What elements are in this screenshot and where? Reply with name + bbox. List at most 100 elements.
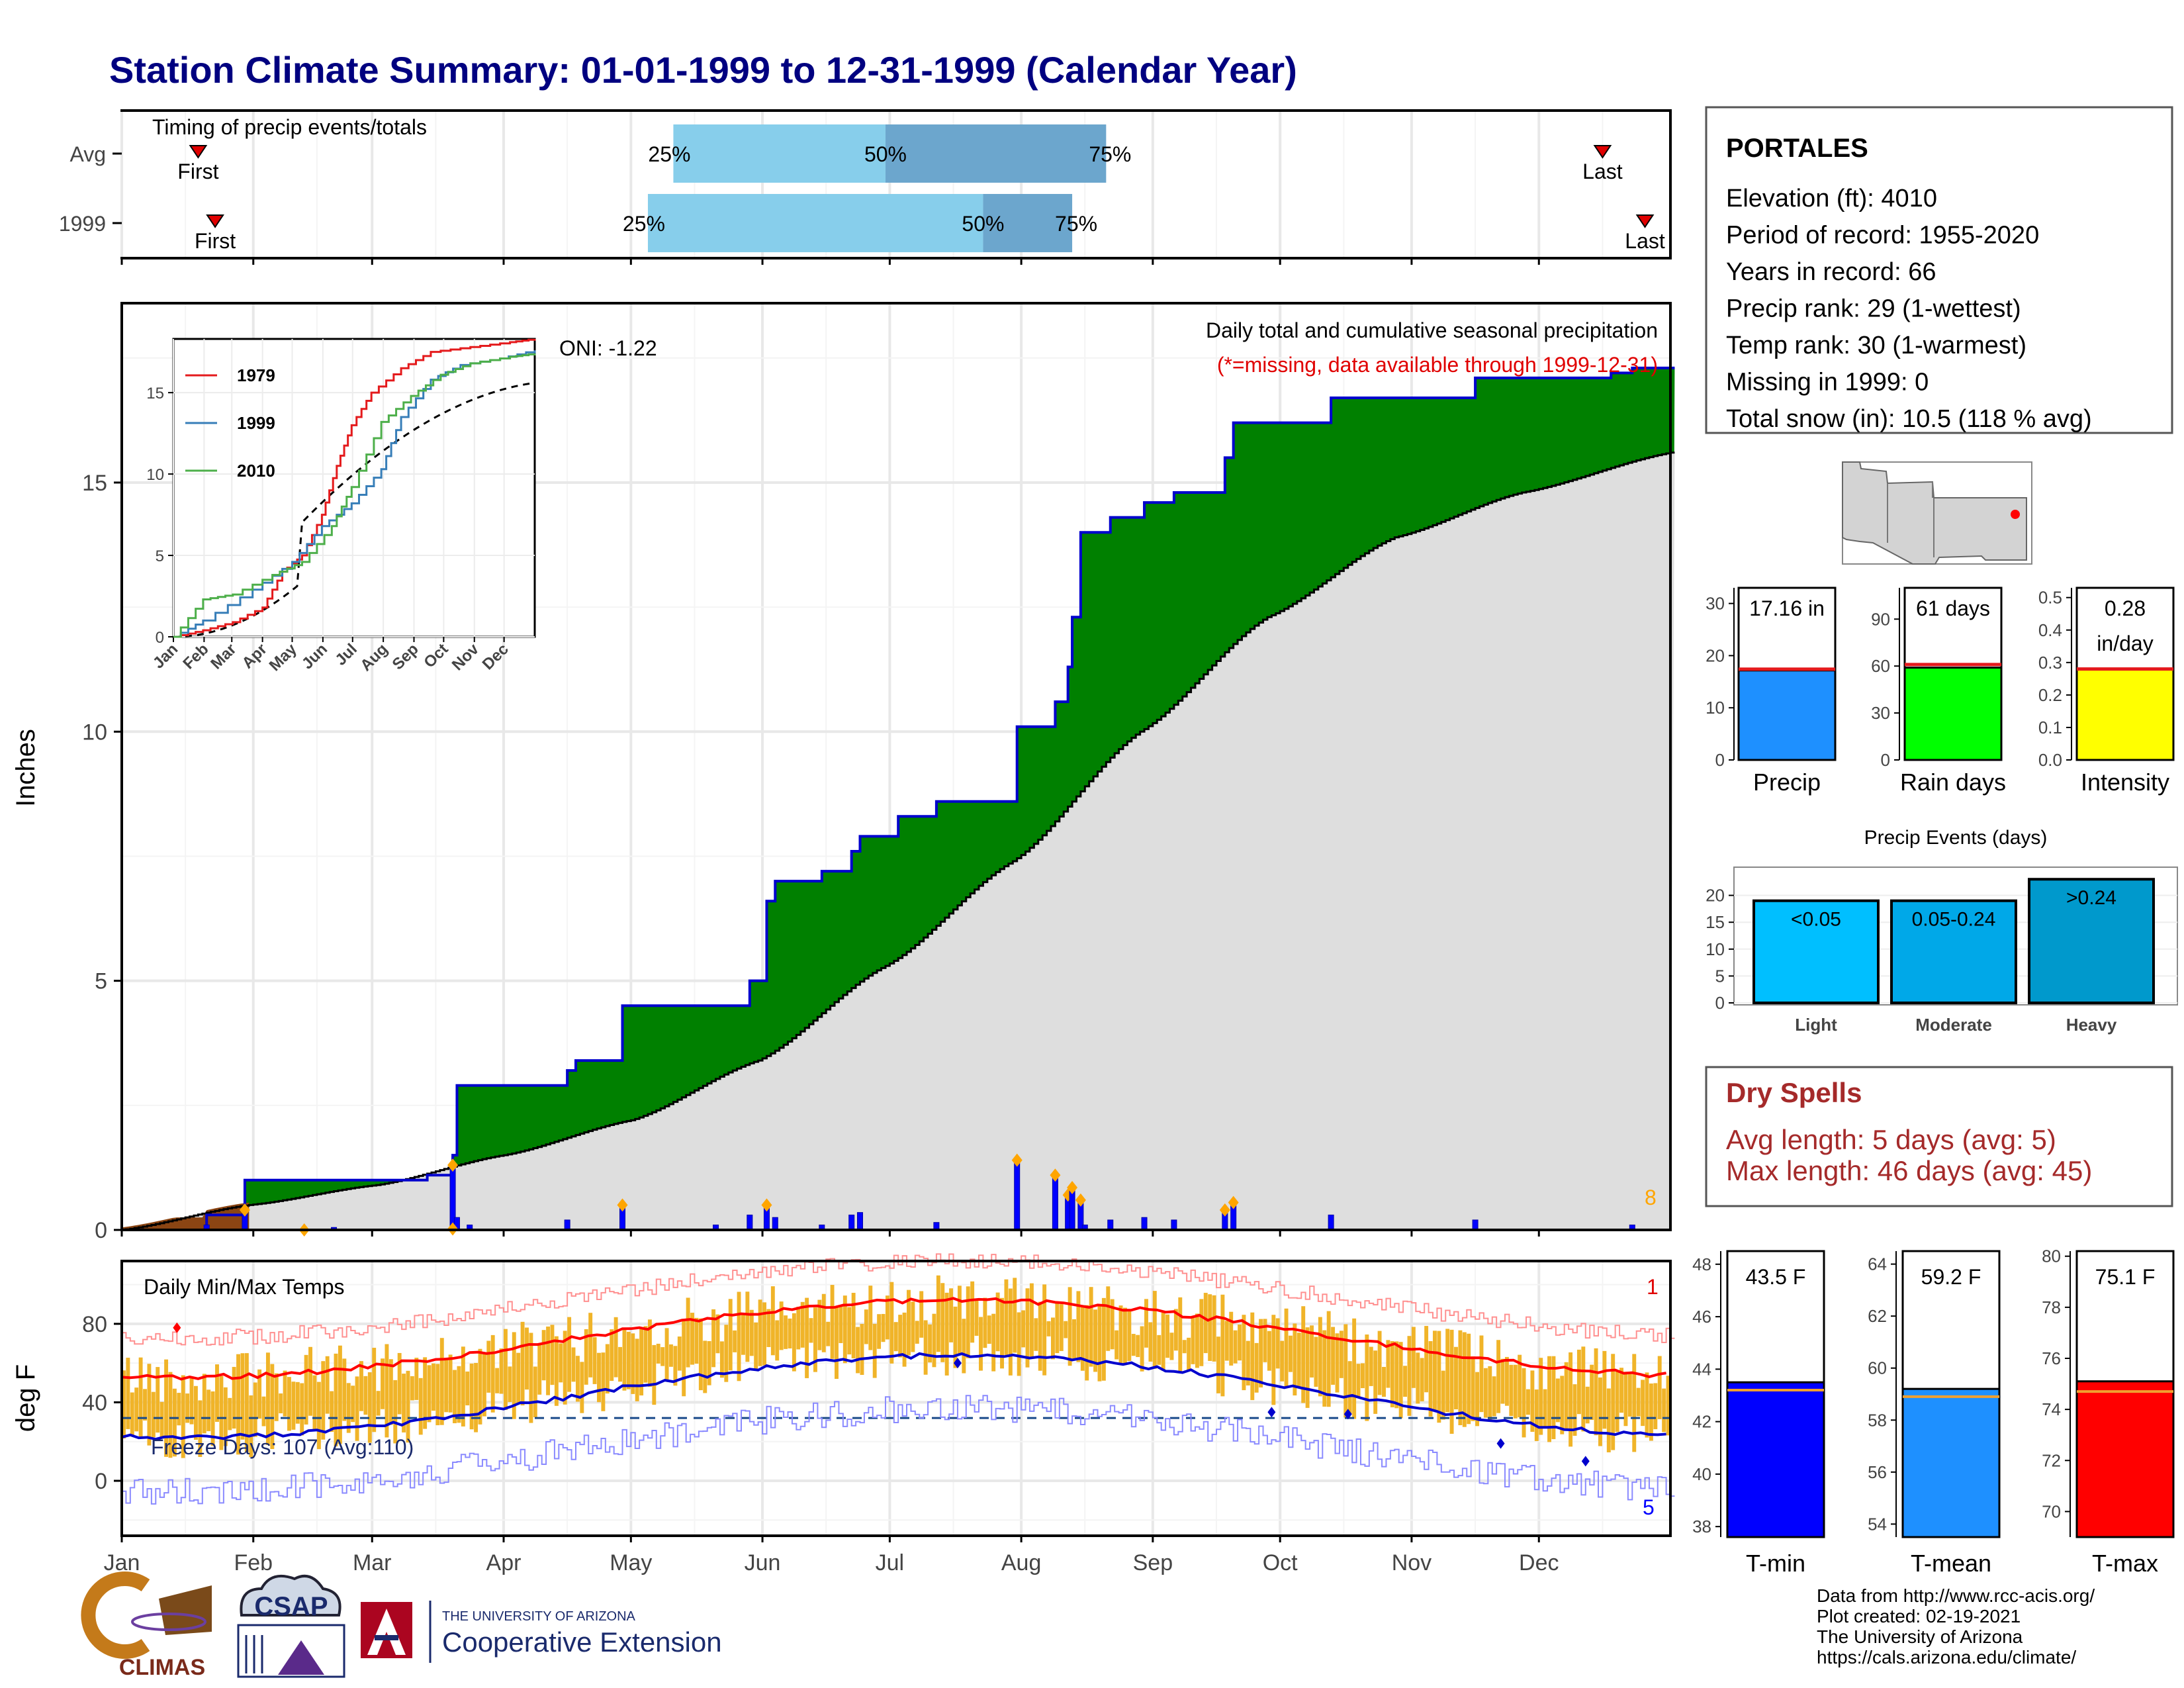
daily-temp-bar (397, 1352, 402, 1415)
daily-temp-bar (1666, 1376, 1670, 1436)
daily-temp-bar (1632, 1354, 1637, 1452)
summary-ytick-label: 30 (1706, 594, 1725, 614)
event-bar-text: >0.24 (2066, 887, 2116, 909)
first-marker (206, 214, 224, 228)
daily-precip-bar (1052, 1174, 1058, 1231)
daily-temp-bar (210, 1391, 215, 1446)
daily-temp-bar (1127, 1311, 1132, 1362)
daily-temp-bar (1238, 1324, 1242, 1361)
station-name: PORTALES (1726, 134, 1868, 163)
daily-temp-bar (584, 1329, 588, 1385)
record-marker (1496, 1438, 1505, 1449)
daily-temp-bar (330, 1391, 334, 1432)
daily-temp-bar (1046, 1321, 1051, 1336)
daily-precip-bar (857, 1212, 864, 1231)
page-title: Station Climate Summary: 01-01-1999 to 1… (109, 49, 1297, 91)
event-bar (2028, 878, 2155, 1004)
daily-temp-bar (1246, 1340, 1250, 1385)
daily-temp-bar (228, 1397, 232, 1430)
timing-row-label: Avg (69, 142, 106, 166)
daily-temp-bar (1365, 1334, 1369, 1421)
inset-series-2010 (173, 353, 536, 638)
event-bar (1752, 899, 1880, 1004)
timing-bar-25-50 (673, 124, 886, 183)
daily-temp-bar (1271, 1315, 1276, 1405)
daily-temp-bar (1254, 1342, 1259, 1393)
temp-summary-ytick-label: 44 (1692, 1359, 1711, 1379)
temp-ylabel: deg F (11, 1364, 40, 1432)
daily-temp-bar (847, 1307, 852, 1355)
daily-temp-bar (1504, 1356, 1509, 1406)
timing-p25-label: 25% (623, 212, 665, 236)
daily-temp-bar (427, 1365, 432, 1423)
month-label: Feb (234, 1550, 273, 1575)
daily-temp-bar (758, 1299, 762, 1366)
daily-temp-bar (1598, 1377, 1602, 1446)
daily-temp-bar (885, 1295, 889, 1340)
first-label: First (195, 229, 236, 253)
daily-precip-bar (747, 1214, 753, 1231)
daily-temp-bar (283, 1370, 287, 1417)
daily-temp-bar (733, 1330, 737, 1352)
daily-temp-bar (842, 1295, 847, 1364)
ua-logo: THE UNIVERSITY OF ARIZONA Cooperative Ex… (361, 1601, 722, 1663)
summary-ytick-label: 0 (1881, 750, 1890, 770)
temp-summary-ytick-label: 64 (1868, 1254, 1887, 1274)
daily-temp-bar (690, 1313, 694, 1365)
daily-temp-bar (1335, 1333, 1340, 1393)
daily-temp-bar (376, 1391, 381, 1416)
daily-temp-bar (172, 1388, 177, 1457)
temp-summary-value: 75.1 F (2095, 1265, 2156, 1289)
daily-temp-bar (1649, 1383, 1653, 1441)
daily-temp-bar (1259, 1319, 1263, 1387)
daily-temp-bar (1615, 1370, 1619, 1432)
summary-ytick-label: 0.1 (2038, 718, 2062, 737)
daily-temp-bar (1140, 1326, 1144, 1372)
daily-temp-bar (1008, 1288, 1013, 1376)
daily-temp-bar (775, 1320, 780, 1361)
daily-temp-bar (393, 1380, 398, 1444)
daily-temp-bar (1467, 1333, 1471, 1425)
daily-temp-bar (682, 1319, 686, 1397)
temp-summary-bars: 38 40 42 44 46 48 43.5 F T-min 54 56 58 60 62 64 59.2 … (1692, 1246, 2175, 1577)
daily-temp-bar (864, 1309, 868, 1344)
daily-temp-bar (669, 1344, 673, 1367)
month-label: Jul (876, 1550, 904, 1575)
daily-temp-bar (1284, 1308, 1289, 1388)
daily-temp-bar (1182, 1340, 1187, 1354)
daily-temp-bar (1534, 1389, 1539, 1441)
event-bar-label: Heavy (2066, 1015, 2117, 1035)
month-label: Aug (1001, 1550, 1042, 1575)
daily-temp-bar (381, 1358, 385, 1409)
daily-temp-bar (1178, 1297, 1183, 1372)
daily-temp-bar (762, 1302, 766, 1366)
month-label: Jan (104, 1550, 140, 1575)
daily-temp-bar (1386, 1340, 1390, 1388)
daily-temp-bar (698, 1318, 703, 1391)
record-low-line (122, 1395, 1675, 1505)
daily-temp-bar (592, 1336, 597, 1384)
daily-temp-bar (1025, 1288, 1030, 1368)
daily-temp-bar (1369, 1346, 1373, 1386)
record-marker (1267, 1407, 1276, 1418)
month-label: Mar (353, 1550, 392, 1575)
station-location-dot (2011, 510, 2020, 519)
inset-legend-label: 1979 (237, 365, 275, 385)
inset-series-1979 (173, 338, 536, 638)
daily-temp-bar (1013, 1278, 1017, 1353)
daily-temp-bar (418, 1378, 423, 1435)
daily-temp-bar (410, 1376, 414, 1401)
heavy-day-marker (1219, 1203, 1230, 1217)
daily-temp-bar (919, 1291, 924, 1338)
daily-temp-bar (830, 1285, 835, 1359)
daily-temp-bar (1420, 1358, 1424, 1401)
timing-row-label: 1999 (59, 212, 106, 236)
daily-temp-bar (601, 1352, 606, 1411)
daily-temp-bar (1594, 1348, 1598, 1436)
daily-temp-bar (1161, 1312, 1165, 1371)
daily-temp-bar (1547, 1356, 1551, 1442)
daily-temp-bar (490, 1335, 495, 1413)
daily-temp-bar (1611, 1354, 1615, 1450)
daily-temp-bar (1195, 1313, 1199, 1368)
temp-summary-t-mean: 54 56 58 60 62 64 59.2 F T-mean (1868, 1250, 2001, 1577)
